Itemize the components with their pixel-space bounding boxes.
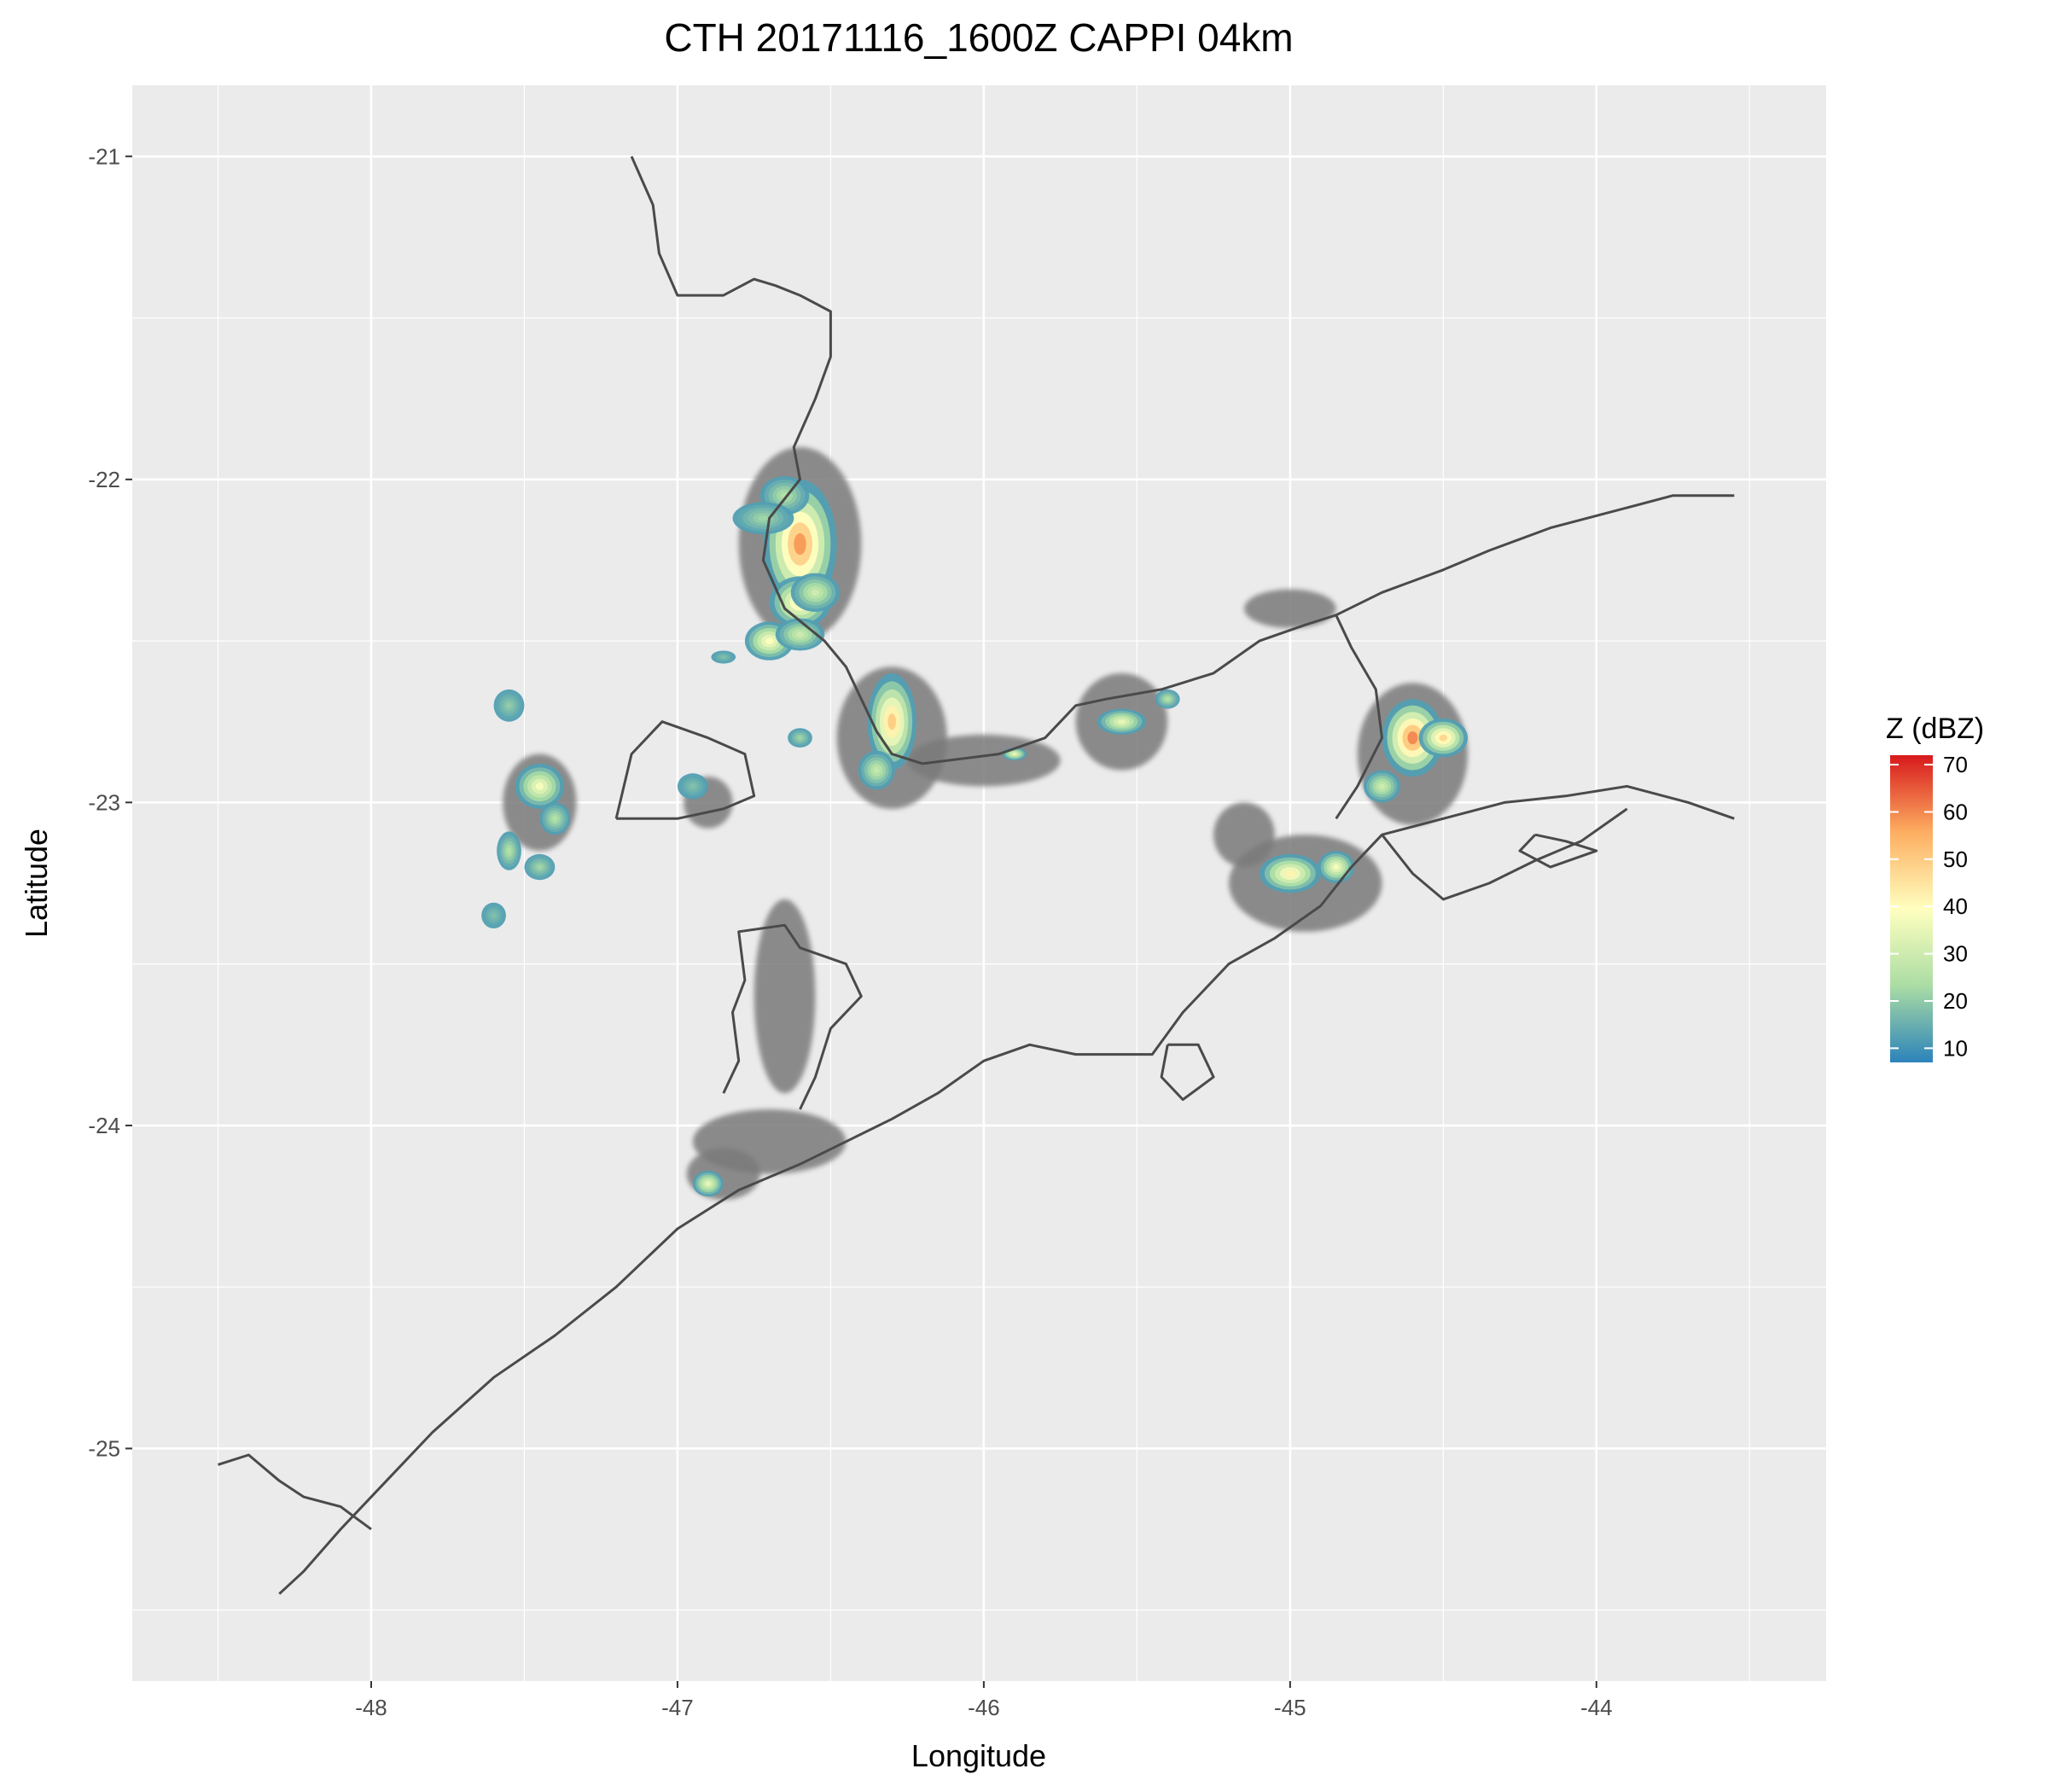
reflectivity-cell [721, 655, 726, 659]
coastline-layer [218, 155, 1735, 1595]
legend-tick-label: 40 [1943, 893, 1968, 919]
reflectivity-cell [689, 783, 695, 788]
color-legend: Z (dBZ) 10 20 30 40 50 60 70 [1886, 713, 1984, 1062]
reflectivity-cell [552, 816, 558, 822]
coastline-sp-south-border [218, 1453, 372, 1531]
coastline-rj-coast [278, 784, 1735, 1595]
coastline-sp-west-loop [614, 720, 756, 820]
x-tick-label: -44 [1580, 1695, 1613, 1720]
coastline-sp-inner-loop [722, 923, 863, 1110]
coastline-rj-interior [1335, 614, 1383, 820]
x-tick-label: -48 [355, 1695, 387, 1720]
reflectivity-cell [1378, 783, 1386, 789]
reflectivity-cell [506, 702, 512, 708]
reflectivity-cell [1333, 864, 1340, 870]
reflectivity-cell [873, 766, 880, 774]
y-tick-label: -21 [88, 143, 120, 169]
x-tick-label: -47 [661, 1695, 694, 1720]
clutter-echo [1213, 802, 1275, 868]
plot-title: CTH 20171116_1600Z CAPPI 04km [664, 15, 1293, 60]
reflectivity-cell [811, 589, 820, 596]
legend-ticks: 10 20 30 40 50 60 70 [1890, 752, 1968, 1061]
reflectivity-cell [758, 515, 769, 521]
x-axis-title: Longitude [911, 1738, 1046, 1773]
coastline-rj-bay-coast [1381, 807, 1628, 901]
reflectivity-cell [507, 847, 511, 854]
y-axis: -21 -22 -23 -24 -25 [88, 143, 132, 1461]
y-tick-label: -25 [88, 1435, 120, 1461]
y-tick-label: -24 [88, 1113, 120, 1138]
x-tick-label: -46 [968, 1695, 1000, 1720]
reflectivity-cell [537, 864, 543, 870]
clutter-echo [1243, 589, 1336, 628]
reflectivity-cell [1407, 731, 1418, 745]
reflectivity-cell [1165, 697, 1170, 701]
coastline-state-border-east [922, 494, 1735, 765]
legend-tick-label: 30 [1943, 941, 1968, 967]
reflectivity-cell [1284, 870, 1295, 877]
reflectivity-cell [492, 913, 496, 918]
reflectivity-layer [481, 476, 1469, 1197]
reflectivity-cell [1117, 719, 1126, 724]
legend-tick-label: 60 [1943, 799, 1968, 824]
reflectivity-cell [795, 631, 805, 637]
x-axis: -48 -47 -46 -45 -44 [355, 1681, 1613, 1720]
reflectivity-cell [1012, 753, 1017, 755]
reflectivity-cell [765, 637, 774, 644]
y-tick-label: -22 [88, 467, 120, 492]
y-axis-title: Latitude [19, 829, 54, 938]
grid-major [132, 85, 1826, 1681]
plot-panel [132, 85, 1826, 1681]
reflectivity-cell [705, 1181, 711, 1186]
coastline-state-border-north [630, 155, 923, 765]
legend-tick-label: 20 [1943, 988, 1968, 1014]
coastline-ilhabela [1160, 1043, 1215, 1102]
legend-tick-label: 10 [1943, 1035, 1968, 1061]
legend-tick-label: 70 [1943, 752, 1968, 777]
legend-tick-label: 50 [1943, 847, 1968, 872]
reflectivity-cell [887, 713, 896, 730]
y-tick-label: -23 [88, 789, 120, 815]
clutter-echo [907, 734, 1061, 787]
x-tick-label: -45 [1274, 1695, 1306, 1720]
reflectivity-cell [794, 532, 806, 556]
reflectivity-cell [535, 783, 544, 790]
legend-title: Z (dBZ) [1886, 713, 1984, 745]
coastline-ilha-grande [1518, 833, 1598, 869]
reflectivity-cell [798, 736, 802, 740]
reflectivity-cell [1439, 734, 1448, 742]
legend-colorbar [1890, 755, 1933, 1062]
